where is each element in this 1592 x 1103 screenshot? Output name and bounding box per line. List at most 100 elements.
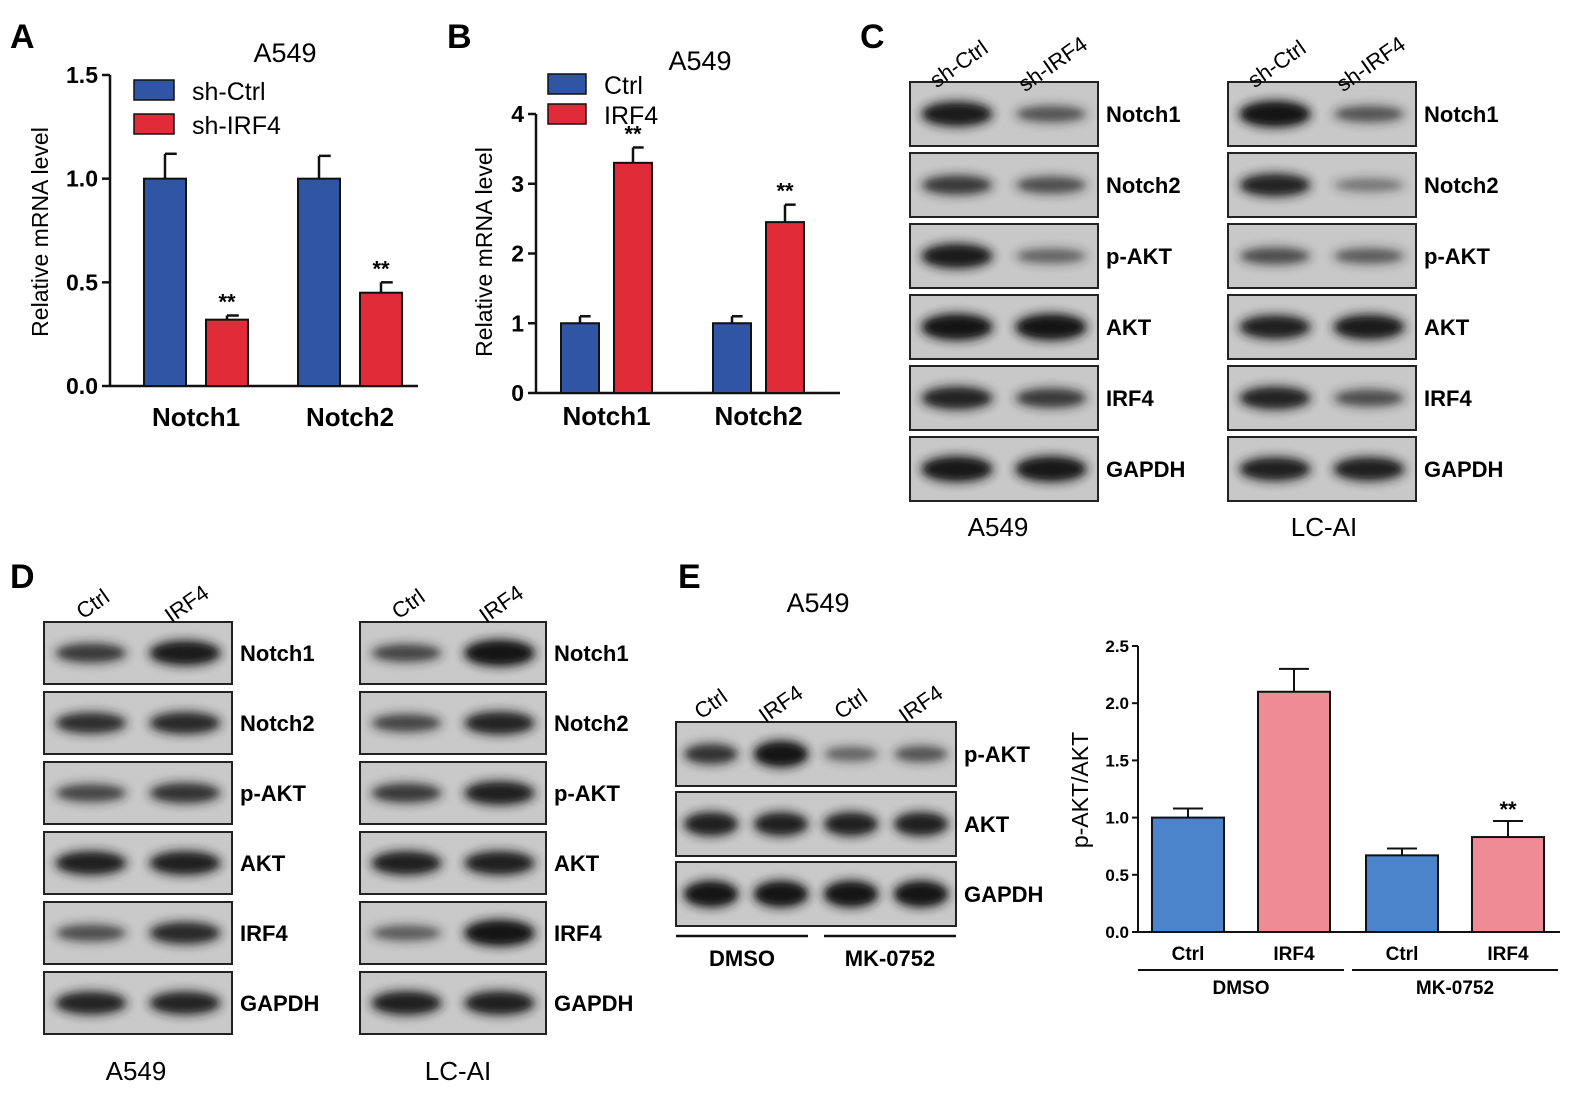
group-label-mk-0752: MK-0752	[1416, 978, 1494, 999]
chart-b-y-axis-label: Relative mRNA level	[471, 147, 497, 357]
chart-b-bars: ** **	[560, 121, 805, 394]
group-label-mk-0752: MK-0752	[845, 946, 935, 971]
western-blot-d-a549: Notch1 Notch2 p-AKT AKT IRF4 GAPDH Ctrl IRF4 A54…	[43, 580, 319, 1086]
y-tick-label: 1.0	[1105, 809, 1129, 828]
blot-row-label-akt: AKT	[554, 851, 600, 876]
band-core-p-akt-lane-2	[154, 786, 216, 800]
chart-a-y-axis-label: Relative mRNA level	[27, 127, 53, 337]
band-core-akt-lane-1	[60, 855, 122, 871]
bar-ctrl-notch1	[560, 322, 600, 394]
band-core-notch2-lane-2	[469, 715, 530, 731]
band-core-gapdh-lane-2	[154, 995, 216, 1011]
band-core-irf4-lane-2	[1020, 391, 1082, 405]
category-label-notch2: Notch2	[714, 401, 802, 431]
blot-row-label-irf4: IRF4	[1106, 386, 1154, 411]
significance-mark: **	[776, 179, 794, 204]
bar-sh-ctrl-notch2	[297, 177, 341, 387]
bar-irf4-notch2	[765, 221, 805, 394]
group-label-dmso: DMSO	[1213, 978, 1270, 999]
chart-b-title: A549	[668, 46, 731, 76]
bar-sh-ctrl-notch1	[143, 177, 187, 387]
category-label-notch1: Notch1	[152, 402, 240, 432]
band-core-gapdh-lane-2	[469, 995, 530, 1011]
y-tick-label: 4	[511, 101, 524, 127]
y-tick-label: 1	[511, 310, 524, 336]
band-core-gapdh-lane-1	[926, 460, 988, 478]
lane-label-ctrl: Ctrl	[72, 584, 114, 624]
band-core-gapdh-lane-2	[1020, 460, 1082, 478]
band-core-notch1-lane-2	[469, 644, 530, 662]
band-core-akt-lane-2	[469, 855, 530, 871]
y-tick-label: 0.0	[1105, 923, 1129, 942]
band-core-notch2-lane-1	[60, 715, 122, 731]
significance-mark: **	[624, 121, 642, 146]
band-core-p-akt-lane-2	[757, 745, 805, 763]
blot-row-label-irf4: IRF4	[1424, 386, 1472, 411]
lane-label-irf4: IRF4	[160, 580, 213, 628]
band-core-irf4-lane-2	[1338, 392, 1400, 404]
blot-row-label-notch1: Notch1	[1424, 102, 1499, 127]
y-tick-label: 0.5	[1105, 866, 1129, 885]
chart-b-categories: Notch1 Notch2	[562, 401, 802, 431]
bar-sh-irf4-notch2	[359, 291, 403, 388]
y-tick-label: 2	[511, 241, 524, 267]
band-core-gapdh-lane-3	[827, 885, 875, 903]
y-tick-label: 1.5	[66, 62, 98, 88]
western-blot-d-lc-ai: Notch1 Notch2 p-AKT AKT IRF4 GAPDH Ctrl IRF4 LC-…	[359, 580, 633, 1086]
category-label-notch1: Notch1	[562, 401, 650, 431]
band-core-irf4-lane-1	[60, 927, 122, 939]
blot-row-label-p-akt: p-AKT	[240, 781, 307, 806]
panel-label-a: A	[10, 18, 35, 56]
band-core-notch1-lane-2	[154, 644, 216, 662]
band-core-notch1-lane-1	[926, 105, 988, 123]
blot-row-label-gapdh: GAPDH	[554, 991, 633, 1016]
legend-label-irf4: IRF4	[604, 102, 658, 130]
blot-row-label-p-akt: p-AKT	[554, 781, 621, 806]
chart-e-bars: **	[1151, 667, 1545, 934]
band-core-irf4-lane-1	[376, 927, 437, 939]
blot-row-label-gapdh: GAPDH	[1424, 457, 1503, 482]
lane-label-irf4: IRF4	[894, 680, 947, 728]
band-core-gapdh-lane-1	[1244, 461, 1306, 477]
band-core-notch1-lane-1	[60, 646, 122, 660]
panel-label-b: B	[447, 18, 472, 56]
panel-label-d: D	[10, 558, 35, 596]
chart-a-legend: sh-Ctrl sh-IRF4	[133, 78, 281, 140]
band-core-p-akt-lane-4	[897, 748, 945, 760]
band-core-gapdh-lane-2	[1338, 461, 1400, 477]
band-core-notch1-lane-1	[1244, 105, 1306, 123]
band-core-notch2-lane-2	[1338, 180, 1400, 190]
blot-row-label-p-akt: p-AKT	[1106, 244, 1173, 269]
panel-label-c: C	[860, 18, 885, 56]
lane-label-irf4: IRF4	[754, 680, 807, 728]
blot-row-label-akt: AKT	[1106, 315, 1152, 340]
band-core-akt-lane-1	[376, 855, 437, 871]
y-tick-label: 2.0	[1105, 694, 1129, 713]
blot-row-label-notch2: Notch2	[554, 711, 629, 736]
significance-mark: **	[372, 256, 390, 281]
legend-swatch-sh-irf4	[133, 113, 175, 135]
lane-label-ctrl: Ctrl	[830, 684, 872, 724]
category-label-irf4: IRF4	[1487, 944, 1529, 965]
band-core-notch2-lane-1	[1244, 177, 1306, 193]
blot-row-label-notch1: Notch1	[240, 641, 315, 666]
legend-swatch-ctrl	[547, 73, 587, 95]
bar-ctrl-notch2	[712, 322, 752, 394]
band-core-notch1-lane-2	[1020, 108, 1082, 120]
blot-row-label-p-akt: p-AKT	[964, 742, 1031, 767]
legend-swatch-irf4	[547, 103, 587, 125]
band-core-akt-lane-1	[687, 816, 735, 832]
blot-row-label-akt: AKT	[964, 812, 1010, 837]
bar-irf4-mk-0752	[1471, 836, 1545, 933]
blot-row-label-akt: AKT	[1424, 315, 1470, 340]
band-core-akt-lane-2	[757, 816, 805, 832]
band-core-akt-lane-1	[1244, 319, 1306, 335]
significance-mark: **	[218, 290, 236, 315]
band-core-p-akt-lane-1	[687, 747, 735, 761]
cell-line-label: A549	[968, 512, 1029, 542]
chart-e-categories: Ctrl IRF4 Ctrl IRF4	[1172, 944, 1529, 965]
cell-line-label: LC-AI	[425, 1056, 491, 1086]
band-core-gapdh-lane-1	[687, 885, 735, 903]
